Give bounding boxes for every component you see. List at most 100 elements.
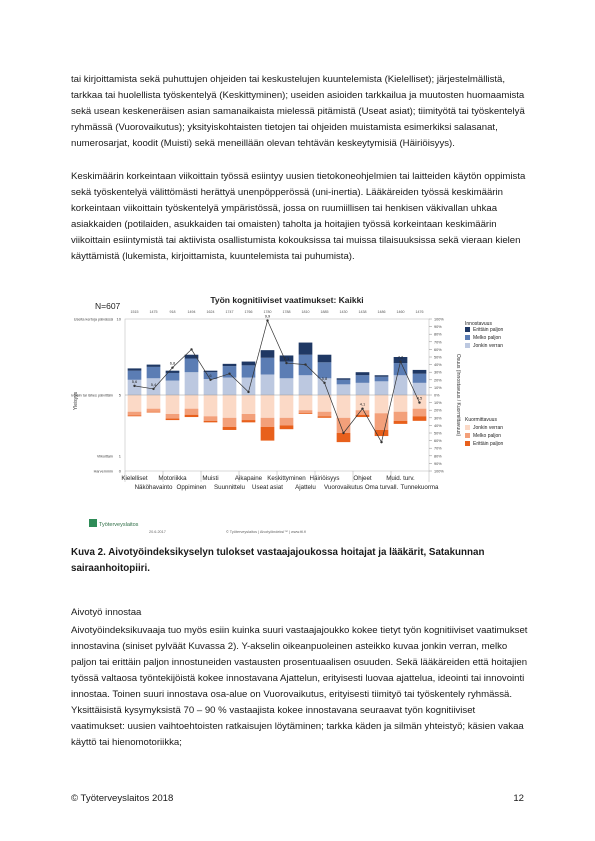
- bar-innostavuus-melko: [279, 361, 294, 379]
- bar-kuormittavuus-jonkin: [393, 395, 408, 412]
- bar-innostavuus-erittain: [355, 372, 370, 376]
- frequency-point: [285, 361, 288, 365]
- right-axis-label: Osuus (Innostavuus / Kuormittavuus): [455, 354, 461, 437]
- left-axis-tick: 1: [119, 453, 122, 458]
- bar-kuormittavuus-melko: [317, 411, 332, 417]
- bar-innostavuus-jonkin: [222, 377, 237, 395]
- section-heading: Aivotyö innostaa: [71, 607, 142, 618]
- category-label-top: Kielelliset: [121, 475, 147, 482]
- legend-swatch-innostavuus: [465, 327, 470, 332]
- bar-innostavuus-jonkin: [298, 375, 313, 395]
- bar-innostavuus-melko: [374, 376, 389, 382]
- count-label: 1780: [264, 310, 272, 314]
- bar-innostavuus-melko: [241, 365, 256, 378]
- bar-innostavuus-erittain: [393, 357, 408, 364]
- frequency-point-label: 7,2: [398, 355, 404, 360]
- bar-kuormittavuus-jonkin: [165, 395, 180, 414]
- bar-kuormittavuus-erittain: [260, 426, 275, 441]
- frequency-point: [342, 431, 345, 435]
- frequency-point-label: 5,8: [322, 376, 328, 381]
- bar-kuormittavuus-melko: [165, 414, 180, 419]
- chart-svg: Työn kognitiiviset vaatimukset: Kaikki N=…: [71, 295, 504, 534]
- bar-innostavuus-erittain: [317, 354, 332, 363]
- legend-title-kuormittavuus: Kuormittavuus: [465, 417, 497, 423]
- bar-innostavuus-jonkin: [412, 382, 427, 395]
- legend-title-innostavuus: Innostavuus: [465, 321, 492, 327]
- count-label: 1624: [207, 310, 215, 314]
- bar-innostavuus-melko: [355, 375, 370, 383]
- bar-innostavuus-erittain: [127, 368, 142, 371]
- bar-innostavuus-jonkin: [374, 381, 389, 395]
- bar-kuormittavuus-melko: [374, 413, 389, 430]
- right-axis-tick-label: 70%: [434, 340, 442, 344]
- count-label: 1476: [416, 310, 424, 314]
- bar-kuormittavuus-erittain: [146, 411, 161, 413]
- bar-innostavuus-erittain: [298, 342, 313, 355]
- left-axis-tick: 10: [117, 317, 122, 322]
- frequency-point: [399, 360, 402, 363]
- bar-innostavuus-melko: [393, 363, 408, 376]
- frequency-point: [418, 401, 421, 404]
- left-axis-label: Yleisyys: [73, 391, 79, 410]
- bar-innostavuus-melko: [184, 358, 199, 373]
- category-label-bottom: Suunnittelu: [214, 484, 246, 491]
- count-label: 1810: [302, 310, 310, 314]
- right-axis-tick-label: 20%: [434, 409, 442, 413]
- count-label: 1460: [397, 310, 405, 314]
- bar-kuormittavuus-melko: [336, 417, 351, 433]
- category-label-top: Aikapaine: [235, 475, 263, 482]
- bar-innostavuus-erittain: [165, 370, 180, 373]
- bar-innostavuus-erittain: [279, 355, 294, 362]
- bar-kuormittavuus-melko: [127, 411, 142, 416]
- category-label-bottom: Ajattelu: [295, 484, 316, 491]
- bar-kuormittavuus-erittain: [298, 413, 313, 414]
- count-label: 1788: [283, 310, 291, 314]
- bar-kuormittavuus-jonkin: [184, 395, 199, 409]
- bar-innostavuus-erittain: [146, 364, 161, 367]
- frequency-line: [134, 319, 420, 444]
- bar-kuormittavuus-erittain: [412, 416, 427, 421]
- left-axis-tick-label: Useita kertoja päivässä: [74, 318, 114, 322]
- frequency-point: [190, 348, 193, 351]
- legend-label-innostavuus: Jonkin verran: [473, 343, 503, 349]
- bar-kuormittavuus-jonkin: [279, 395, 294, 418]
- bar-kuormittavuus-melko: [260, 417, 275, 427]
- bar-kuormittavuus-melko: [412, 408, 427, 417]
- frequency-point-label: 5,4: [151, 382, 157, 387]
- legend-swatch-kuormittavuus: [465, 425, 470, 430]
- left-axis-tick-label: Päivittäin tai lähes päivittäin: [71, 394, 113, 398]
- bar-kuormittavuus-jonkin: [298, 395, 313, 411]
- count-label: 1766: [245, 310, 253, 314]
- frequency-point: [380, 440, 383, 444]
- bar-kuormittavuus-melko: [241, 414, 256, 421]
- bar-kuormittavuus-melko: [279, 417, 294, 426]
- bar-innostavuus-melko: [222, 366, 237, 378]
- bar-kuormittavuus-melko: [203, 416, 218, 421]
- frequency-point-label: 5,6: [132, 379, 138, 384]
- category-label-bottom: Oma turvall.: [365, 484, 399, 491]
- count-label: 1494: [188, 310, 196, 314]
- bar-innostavuus-erittain: [412, 369, 427, 374]
- bar-innostavuus-melko: [146, 366, 161, 379]
- legend-swatch-kuormittavuus: [465, 441, 470, 446]
- count-label: 1430: [340, 310, 348, 314]
- category-label-top: Keskittyminen: [267, 475, 306, 482]
- right-axis-tick-label: 40%: [434, 363, 442, 367]
- category-label-bottom: Useat asiat: [252, 484, 283, 491]
- chart-footer-note: © Työterveyslaitos | Aivotyöindeksi™ | w…: [226, 530, 306, 534]
- bar-kuormittavuus-erittain: [374, 429, 389, 437]
- bar-kuormittavuus-erittain: [279, 425, 294, 430]
- bar-kuormittavuus-jonkin: [127, 395, 142, 412]
- bar-innostavuus-erittain: [374, 375, 389, 377]
- bar-innostavuus-erittain: [222, 363, 237, 367]
- frequency-point: [209, 378, 212, 381]
- bar-innostavuus-jonkin: [203, 379, 218, 395]
- count-label: 1475: [150, 310, 158, 314]
- count-label: 1486: [378, 310, 386, 314]
- frequency-point-label: 7,1: [284, 356, 290, 361]
- frequency-point: [133, 384, 136, 388]
- right-axis-tick-label: 90%: [434, 325, 442, 329]
- left-axis-tick: 5: [119, 393, 122, 398]
- right-axis-tick-label: 100%: [434, 318, 444, 322]
- right-axis-tick-label: 70%: [434, 447, 442, 451]
